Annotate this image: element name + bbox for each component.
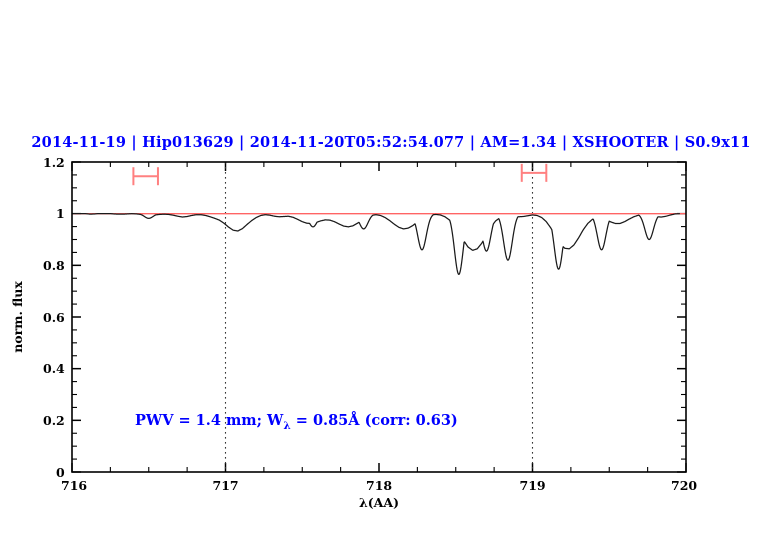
x-tick-label: 720 xyxy=(671,478,698,493)
x-tick-label: 718 xyxy=(366,478,393,493)
pwv-annotation-prefix: PWV = 1.4 mm; W xyxy=(135,412,284,429)
y-tick-label: 0.2 xyxy=(43,412,65,428)
plot-frame xyxy=(71,161,687,473)
x-tick-label: 719 xyxy=(519,478,546,493)
y-axis-label: norm. flux xyxy=(10,281,25,353)
y-tick-label: 0.4 xyxy=(43,361,65,377)
y-tick-label: 0.6 xyxy=(43,309,65,325)
x-tick-label: 716 xyxy=(61,478,88,493)
ew-marker xyxy=(132,167,159,186)
y-tick-label: 0.8 xyxy=(43,257,65,273)
pwv-annotation-suffix: = 0.85Å (corr: 0.63) xyxy=(290,412,458,429)
pwv-annotation: PWV = 1.4 mm; Wλ = 0.85Å (corr: 0.63) xyxy=(135,412,458,432)
equivalent-width-markers xyxy=(132,163,548,186)
y-tick-label: 0 xyxy=(56,464,65,480)
y-tick-label: 1 xyxy=(56,206,65,222)
x-tick-label: 717 xyxy=(212,478,239,493)
y-tick-label: 1.2 xyxy=(43,154,65,170)
ew-marker xyxy=(520,163,548,182)
plot-title: 2014-11-19 | Hip013629 | 2014-11-20T05:5… xyxy=(31,134,751,151)
axis-labels: norm. flux λ(AA) xyxy=(10,281,399,510)
pwv-annotation-subscript: λ xyxy=(283,419,291,432)
x-axis-label: λ(AA) xyxy=(359,495,399,510)
axis-ticks xyxy=(71,161,687,473)
spectrum-curve xyxy=(71,213,681,276)
vertical-guide-lines xyxy=(224,162,534,472)
